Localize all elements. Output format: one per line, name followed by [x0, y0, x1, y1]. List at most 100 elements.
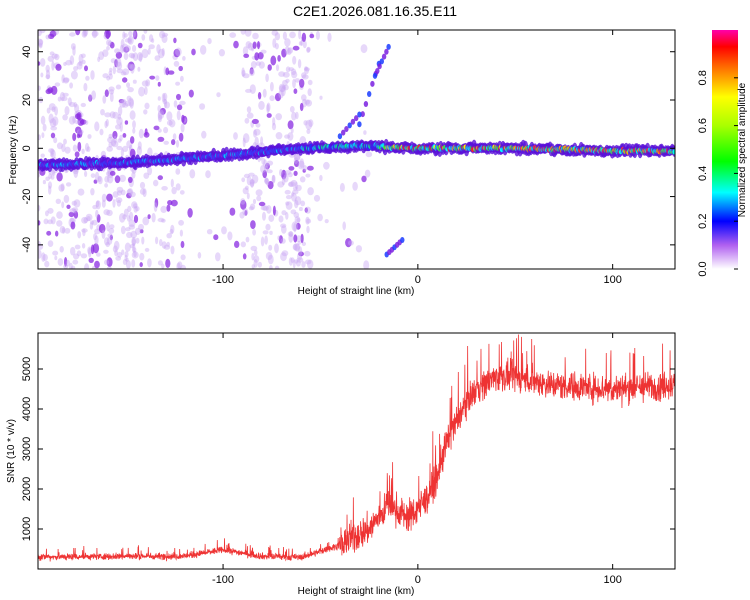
- noise-blob: [285, 195, 292, 200]
- noise-blob: [261, 157, 266, 165]
- noise-blob: [306, 46, 311, 53]
- noise-blob: [55, 63, 62, 71]
- noise-blob: [105, 241, 110, 248]
- noise-blob: [207, 38, 212, 45]
- noise-blob: [163, 126, 169, 134]
- noise-blob: [293, 152, 301, 161]
- noise-blob: [122, 68, 130, 76]
- noise-blob: [130, 136, 135, 144]
- noise-blob: [162, 98, 168, 105]
- x-tick-label: 0: [415, 574, 421, 586]
- noise-blob: [84, 65, 88, 72]
- noise-blob: [295, 111, 299, 120]
- noise-blob: [253, 129, 257, 138]
- noise-blob: [284, 170, 292, 175]
- noise-blob: [71, 200, 78, 206]
- noise-blob: [296, 257, 304, 263]
- noise-blob: [283, 84, 289, 91]
- noise-blob: [108, 89, 115, 95]
- noise-blob: [59, 91, 65, 102]
- noise-blob: [260, 136, 264, 146]
- noise-blob: [287, 172, 293, 178]
- noise-blob: [88, 257, 94, 263]
- noise-blob: [299, 176, 306, 183]
- noise-blob: [247, 42, 254, 51]
- noise-blob: [244, 210, 248, 216]
- noise-blob: [264, 235, 268, 245]
- noise-blob: [260, 165, 266, 173]
- noise-blob: [249, 179, 255, 185]
- noise-blob: [115, 51, 123, 59]
- noise-blob: [101, 193, 107, 203]
- noise-blob: [242, 73, 250, 79]
- noise-blob: [264, 162, 270, 170]
- noise-blob: [131, 171, 136, 179]
- noise-blob: [303, 120, 308, 126]
- noise-blob: [139, 188, 146, 195]
- noise-blob: [189, 169, 196, 179]
- noise-blob: [89, 220, 95, 225]
- noise-blob: [249, 68, 255, 77]
- noise-blob: [112, 65, 117, 75]
- noise-blob: [119, 44, 124, 54]
- noise-blob: [69, 262, 73, 269]
- noise-blob: [256, 195, 262, 202]
- noise-blob: [291, 111, 297, 121]
- noise-blob: [298, 206, 303, 212]
- noise-blob: [128, 52, 136, 59]
- noise-blob: [266, 205, 272, 214]
- noise-blob: [141, 236, 145, 245]
- noise-blob: [145, 79, 151, 87]
- noise-blob: [137, 42, 143, 49]
- noise-blob: [77, 141, 82, 152]
- noise-blob: [126, 215, 131, 222]
- noise-blob: [253, 255, 260, 263]
- noise-blob: [81, 243, 86, 249]
- noise-blob: [161, 241, 167, 249]
- snr-frame: [37, 332, 676, 570]
- noise-blob: [49, 152, 54, 157]
- noise-blob: [299, 158, 305, 169]
- noise-blob: [166, 204, 171, 212]
- noise-blob: [100, 150, 107, 158]
- noise-blob: [249, 181, 255, 187]
- noise-blob: [38, 39, 43, 49]
- noise-blob: [364, 169, 371, 178]
- noise-blob: [103, 209, 110, 216]
- noise-blob: [135, 206, 140, 212]
- noise-blob: [133, 250, 137, 258]
- noise-blob: [90, 188, 95, 196]
- noise-blob: [347, 240, 354, 246]
- noise-blob: [148, 44, 155, 50]
- noise-blob: [158, 48, 165, 59]
- noise-blob: [309, 33, 315, 39]
- noise-blob: [257, 261, 262, 268]
- noise-blob: [262, 230, 269, 235]
- noise-blob: [255, 123, 261, 128]
- noise-blob: [306, 47, 311, 53]
- noise-blob: [281, 250, 289, 257]
- noise-blob: [71, 207, 79, 212]
- noise-blob: [40, 153, 45, 158]
- snr-series-line: [38, 334, 675, 562]
- noise-blob: [315, 30, 320, 40]
- noise-blob: [245, 41, 252, 49]
- noise-blob: [159, 30, 166, 39]
- noise-blob: [241, 69, 246, 77]
- noise-blob: [141, 34, 146, 41]
- noise-blob: [99, 128, 104, 136]
- noise-blob: [109, 111, 116, 119]
- noise-blob: [305, 206, 311, 214]
- noise-blob: [131, 201, 138, 209]
- noise-blob: [295, 184, 302, 192]
- noise-blob: [281, 225, 287, 234]
- noise-blob: [38, 220, 41, 226]
- noise-blob: [170, 245, 175, 255]
- noise-blob: [113, 240, 120, 251]
- y-tick-label: -40: [21, 237, 33, 253]
- noise-blob: [308, 119, 314, 127]
- noise-blob: [149, 34, 154, 42]
- noise-blob: [94, 235, 99, 245]
- streak-blob: [363, 101, 369, 107]
- noise-blob: [38, 38, 44, 46]
